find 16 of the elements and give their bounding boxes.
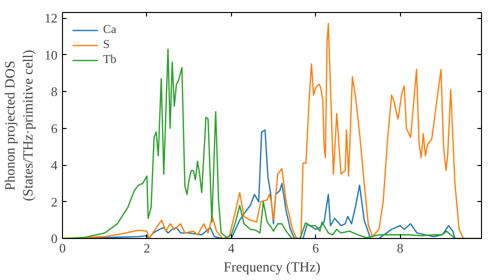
legend-label: Tb: [103, 52, 118, 67]
y-axis-title: Phonon projected DOS (States/THz·primitive cell): [4, 50, 36, 202]
x-axis-title: Frequency (THz): [224, 260, 321, 276]
y-tick-label: 6: [51, 120, 58, 136]
y-tick-label: 12: [44, 10, 58, 26]
y-tick-label: 10: [44, 47, 58, 62]
y-tick-label: 0: [51, 231, 58, 246]
legend-label: S: [103, 37, 111, 52]
x-tick-label: 6: [312, 240, 320, 256]
x-tick-label: 4: [228, 240, 236, 256]
y-tick-label: 2: [51, 194, 58, 210]
y-tick-label: 4: [51, 158, 58, 173]
x-tick-label: 2: [144, 240, 150, 256]
y-tick-label: 8: [51, 84, 58, 100]
legend-label: Ca: [103, 22, 118, 37]
x-tick-label: 8: [396, 240, 404, 256]
